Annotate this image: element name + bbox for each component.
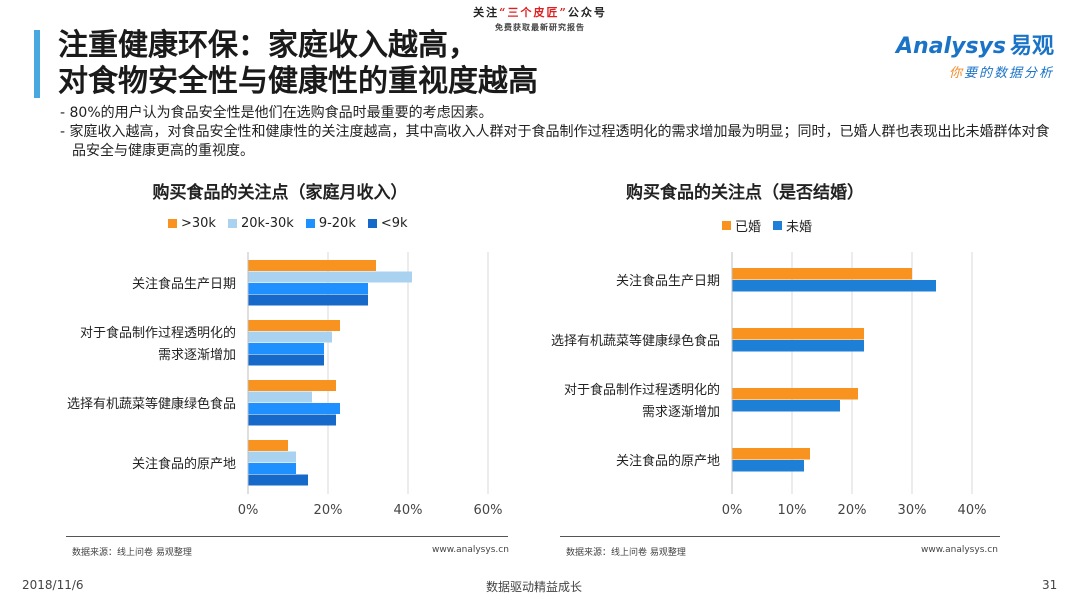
- bar: [248, 294, 368, 306]
- legend-label: 9-20k: [318, 216, 356, 231]
- bar: [248, 474, 308, 486]
- category-label: 对于食品制作过程透明化的: [564, 382, 720, 398]
- legend-label: >30k: [181, 216, 216, 231]
- category-label: 关注食品生产日期: [132, 276, 236, 292]
- legend-label: 未婚: [786, 220, 813, 235]
- bar: [248, 414, 336, 426]
- bullet-item: - 家庭收入越高，对食品安全性和健康性的关注度越高，其中高收入人群对于食品制作过…: [60, 124, 1050, 159]
- right-chart-legend: 已婚 未婚: [722, 216, 812, 235]
- bar: [248, 343, 324, 354]
- legend-label: 20k-30k: [240, 216, 294, 231]
- bar: [732, 328, 864, 340]
- left-bar-chart: 0% 20% 40% 60% 关注食品生产日期对于食品制作过程透明化的需求逐渐增加选择有…: [67, 252, 503, 518]
- x-tick-label: 0%: [238, 503, 259, 518]
- left-chart-legend: >30k 20k-30k 9-20k <9k: [168, 216, 408, 231]
- bullet-item: - 80%的用户认为食品安全性是他们在选购食品时最重要的考虑因素。: [60, 105, 493, 121]
- bar: [248, 331, 332, 343]
- x-tick-label: 40%: [394, 503, 423, 518]
- bar: [248, 403, 340, 414]
- page-title-line1: 注重健康环保：家庭收入越高，: [58, 28, 478, 63]
- right-chart-footer-line: [560, 536, 1000, 537]
- right-chart-source: 数据来源：线上问卷 易观整理: [566, 548, 686, 558]
- left-chart-footer-line: [66, 536, 508, 537]
- category-label: 需求逐渐增加: [642, 405, 720, 420]
- x-tick-label: 40%: [958, 503, 987, 518]
- category-label: 需求逐渐增加: [158, 348, 236, 363]
- legend-swatch: [773, 221, 783, 230]
- bar: [732, 340, 864, 352]
- bar: [248, 283, 368, 294]
- bar: [732, 268, 912, 280]
- legend-swatch: [367, 219, 377, 228]
- bar: [732, 388, 858, 400]
- x-tick-label: 10%: [778, 503, 807, 518]
- right-bar-chart: 0% 10% 20% 30% 40% 关注食品生产日期选择有机蔬菜等健康绿色食品对于食品制…: [551, 252, 987, 518]
- right-chart-title: 购买食品的关注点（是否结婚）: [626, 183, 864, 203]
- category-label: 选择有机蔬菜等健康绿色食品: [67, 396, 236, 412]
- bar: [248, 380, 336, 391]
- legend-swatch: [305, 219, 315, 228]
- x-tick-label: 60%: [474, 503, 503, 518]
- bar: [732, 280, 936, 292]
- top-banner: 关注“三个皮匠”公众号 免费获取最新研究报告: [440, 4, 640, 33]
- logo-slogan: 你要的数据分析: [948, 66, 1054, 81]
- right-chart-site: www.analysys.cn: [921, 545, 998, 555]
- legend-swatch: [722, 221, 731, 230]
- category-label: 对于食品制作过程透明化的: [80, 325, 236, 341]
- category-label: 关注食品的原产地: [132, 456, 236, 472]
- bar: [248, 260, 376, 271]
- page-title: 注重健康环保：家庭收入越高， 对食物安全性与健康性的重视度越高: [58, 28, 538, 100]
- legend-swatch: [168, 219, 177, 228]
- category-label: 关注食品生产日期: [616, 273, 720, 289]
- legend-item: 9-20k: [305, 216, 356, 231]
- bar: [248, 271, 412, 283]
- x-tick-label: 20%: [314, 503, 343, 518]
- logo-brand: Analysys 易观: [896, 34, 1054, 59]
- bar: [732, 460, 804, 472]
- legend-label: 已婚: [735, 220, 762, 235]
- bar: [248, 320, 340, 331]
- banner-line2: 免费获取最新研究报告: [495, 22, 585, 32]
- legend-item: 20k-30k: [227, 216, 294, 231]
- left-chart-source: 数据来源：线上问卷 易观整理: [72, 548, 192, 558]
- x-tick-label: 30%: [898, 503, 927, 518]
- banner-line1: 关注“三个皮匠”公众号: [473, 6, 607, 19]
- footer-date: 2018/11/6: [22, 578, 84, 592]
- legend-item: 已婚: [722, 216, 761, 235]
- page-title-line2: 对食物安全性与健康性的重视度越高: [58, 64, 538, 99]
- x-tick-label: 20%: [838, 503, 867, 518]
- bar: [732, 400, 840, 412]
- analysys-logo: Analysys 易观 你要的数据分析: [896, 28, 1054, 81]
- x-tick-label: 0%: [722, 503, 743, 518]
- left-chart-title: 购买食品的关注点（家庭月收入）: [152, 183, 408, 203]
- footer-center: 数据驱动精益成长: [486, 580, 583, 594]
- title-accent-bar: [34, 30, 40, 98]
- page-number: 31: [1042, 578, 1058, 592]
- bar: [248, 451, 296, 463]
- bar: [248, 463, 296, 474]
- category-label: 选择有机蔬菜等健康绿色食品: [551, 333, 720, 349]
- bullet-list: - 80%的用户认为食品安全性是他们在选购食品时最重要的考虑因素。 - 家庭收入…: [60, 104, 1050, 161]
- bar: [248, 391, 312, 403]
- legend-item: >30k: [168, 216, 216, 231]
- legend-item: <9k: [367, 216, 408, 231]
- left-chart-site: www.analysys.cn: [432, 545, 509, 555]
- bar: [732, 448, 810, 460]
- legend-label: <9k: [380, 216, 408, 231]
- legend-swatch: [227, 219, 237, 228]
- legend-item: 未婚: [773, 216, 812, 235]
- bar: [248, 440, 288, 451]
- category-label: 关注食品的原产地: [616, 453, 720, 469]
- bar: [248, 354, 324, 366]
